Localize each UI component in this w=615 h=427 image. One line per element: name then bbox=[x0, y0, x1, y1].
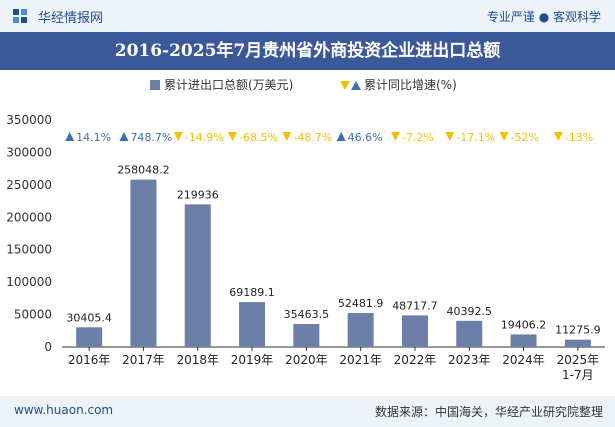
bar-value-label: 52481.9 bbox=[338, 297, 384, 310]
legend-bar-item: 累计进出口总额(万美元) bbox=[150, 76, 293, 93]
y-tick-label: 150000 bbox=[6, 243, 52, 257]
growth-rate-label: -68.5% bbox=[239, 131, 278, 144]
growth-down-triangle bbox=[553, 132, 563, 141]
bar bbox=[456, 320, 483, 347]
growth-down-triangle bbox=[390, 132, 400, 141]
x-tick-label: 2019年 bbox=[231, 353, 274, 367]
x-tick-label: 2025年 bbox=[557, 353, 600, 367]
growth-down-triangle bbox=[445, 132, 455, 141]
bar bbox=[347, 312, 374, 347]
growth-up-triangle bbox=[336, 132, 346, 141]
x-tick-label: 2016年 bbox=[68, 353, 111, 367]
x-tick-label: 2024年 bbox=[502, 353, 545, 367]
footer-bar bbox=[0, 396, 615, 427]
x-tick-label: 2018年 bbox=[176, 353, 219, 367]
legend-bar-label: 累计进出口总额(万美元) bbox=[164, 78, 294, 92]
growth-down-triangle bbox=[228, 132, 238, 141]
y-tick-label: 200000 bbox=[6, 210, 52, 224]
bar-value-label: 11275.9 bbox=[555, 324, 601, 337]
legend: 累计进出口总额(万美元) 累计同比增速(%) bbox=[0, 76, 615, 96]
growth-up-triangle bbox=[65, 132, 75, 141]
bar-value-label: 219936 bbox=[177, 188, 219, 201]
top-banner bbox=[0, 0, 615, 32]
chart-title: 2016-2025年7月贵州省外商投资企业进出口总额 bbox=[114, 41, 501, 61]
growth-down-triangle bbox=[282, 132, 292, 141]
growth-rate-label: -14.9% bbox=[185, 131, 224, 144]
growth-rate-label: -7.2% bbox=[402, 131, 434, 144]
growth-down-triangle bbox=[173, 132, 183, 141]
slogan: 专业严谨 ● 客观科学 bbox=[486, 10, 601, 24]
x-tick-label: 2023年 bbox=[448, 353, 491, 367]
bar bbox=[293, 323, 320, 347]
bar bbox=[239, 302, 266, 347]
growth-rate-label: 748.7% bbox=[130, 131, 172, 144]
bar bbox=[184, 204, 211, 347]
y-tick-label: 100000 bbox=[6, 275, 52, 289]
x-tick-label: 2021年 bbox=[339, 353, 382, 367]
legend-growth-item: 累计同比增速(%) bbox=[340, 76, 457, 93]
y-tick-label: 50000 bbox=[14, 308, 52, 322]
x-tick-label: 1-7月 bbox=[562, 368, 594, 382]
bar-value-label: 40392.5 bbox=[447, 305, 493, 318]
growth-up-triangle bbox=[119, 132, 129, 141]
growth-down-triangle bbox=[499, 132, 509, 141]
legend-bar-swatch bbox=[150, 79, 160, 90]
bar-value-label: 258048.2 bbox=[117, 164, 170, 177]
bar bbox=[76, 327, 103, 347]
growth-rate-label: -17.1% bbox=[456, 131, 495, 144]
legend-growth-label: 累计同比增速(%) bbox=[364, 78, 457, 92]
growth-rate-label: -52% bbox=[511, 131, 539, 144]
bar-value-label: 35463.5 bbox=[284, 308, 330, 321]
y-tick-label: 250000 bbox=[6, 178, 52, 192]
x-tick-label: 2017年 bbox=[122, 353, 165, 367]
y-tick-label: 300000 bbox=[6, 145, 52, 159]
growth-rate-label: -48.7% bbox=[293, 131, 332, 144]
brand-name[interactable]: 华经情报网 bbox=[38, 11, 104, 26]
x-tick-label: 2022年 bbox=[394, 353, 437, 367]
bar-value-label: 69189.1 bbox=[229, 286, 275, 299]
legend-growth-triangles-icon bbox=[340, 80, 361, 90]
bar-value-label: 19406.2 bbox=[501, 318, 547, 331]
y-tick-label: 0 bbox=[44, 340, 52, 354]
growth-rate-label: -13% bbox=[565, 131, 593, 144]
bar bbox=[564, 339, 591, 347]
bar bbox=[401, 315, 428, 347]
bar bbox=[130, 179, 157, 347]
y-tick-label: 350000 bbox=[6, 113, 52, 127]
site-url[interactable]: www.huaon.com bbox=[14, 403, 114, 417]
growth-rate-label: 14.1% bbox=[76, 131, 111, 144]
x-tick-label: 2020年 bbox=[285, 353, 328, 367]
growth-rate-label: 46.6% bbox=[348, 131, 383, 144]
bar bbox=[510, 334, 537, 347]
bar-value-label: 30405.4 bbox=[66, 311, 112, 324]
bar-value-label: 48717.7 bbox=[392, 299, 438, 312]
title-bar bbox=[0, 32, 615, 70]
data-source: 数据来源：中国海关，华经产业研究院整理 bbox=[374, 405, 603, 419]
huajing-logo-icon bbox=[13, 9, 27, 23]
